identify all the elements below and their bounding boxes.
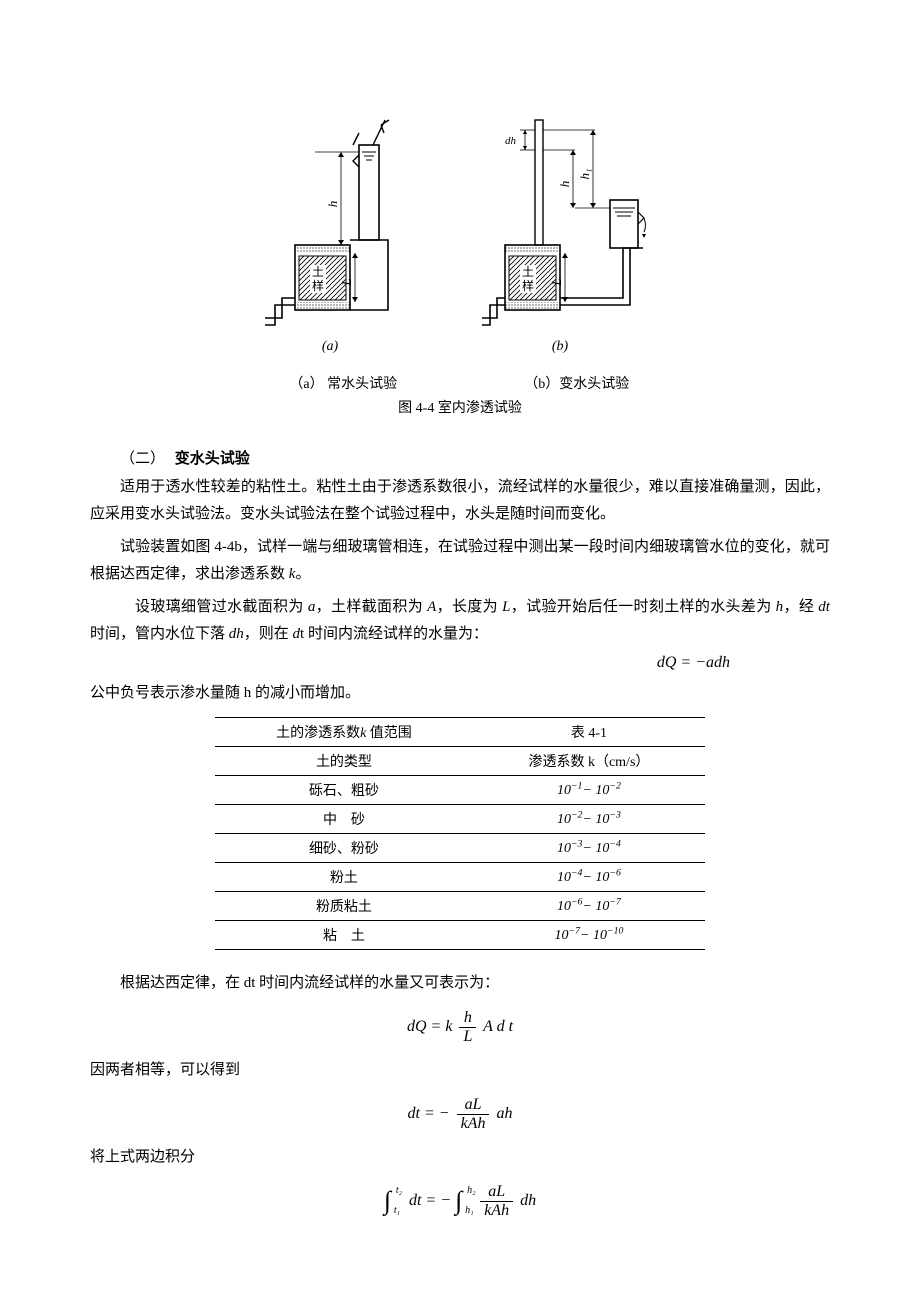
equation-1: dQ = −adh [90,654,830,672]
paragraph-1: 适用于透水性较差的粘性土。粘性土由于渗透系数很小，流经试样的水量很少，难以直接准… [90,474,830,528]
section-num: （二） [120,451,165,467]
svg-text:dh: dh [505,135,517,147]
page: 土 样 h L [0,0,920,1302]
section-title: 变水头试验 [175,451,250,467]
section-heading: （二） 变水头试验 [90,447,830,468]
paragraph-2: 试验装置如图 4-4b，试样一端与细玻璃管相连，在试验过程中测出某一段时间内细玻… [90,534,830,588]
table-row-type: 粘 土 [215,921,473,950]
table-header-left: 土的类型 [215,747,473,776]
permeability-diagram-svg: 土 样 h L [245,100,675,360]
table-title-right: 表 4-1 [473,718,705,747]
paragraph-7: 将上式两边积分 [90,1144,830,1171]
paragraph-4: 公中负号表示渗水量随 h 的减小而增加。 [90,680,830,707]
svg-text:h₁: h₁ [577,168,592,179]
diagram-a: 土 样 h L [265,120,389,354]
svg-text:样: 样 [522,278,534,293]
figure-caption: 图 4-4 室内渗透试验 [90,397,830,417]
svg-text:h: h [557,181,572,188]
equation-4: ∫t₂t₁ dt = − ∫h₂h₁ aLkAh dh [90,1183,830,1219]
equation-3: dt = − aLkAh ah [90,1096,830,1132]
svg-text:L: L [549,278,564,286]
table-row-range: 10−6− 10−7 [473,892,705,921]
table-row-range: 10−3− 10−4 [473,834,705,863]
paragraph-5: 根据达西定律，在 dt 时间内流经试样的水量又可表示为： [90,970,830,997]
table-row-type: 粉质粘土 [215,892,473,921]
paragraph-3: 设玻璃细管过水截面积为 a，土样截面积为 A，长度为 L，试验开始后任一时刻土样… [90,594,830,648]
table-row-type: 中 砂 [215,805,473,834]
table-title-left: 土的渗透系数k 值范围 [215,718,473,747]
table-row-type: 粉土 [215,863,473,892]
table-header-right: 渗透系数 k（cm/s） [473,747,705,776]
fig-sub-b: （b）变水头试验 [477,373,677,393]
diagram-b: 土 样 dh [482,120,646,354]
table-row-type: 细砂、粉砂 [215,834,473,863]
figure-4-4: 土 样 h L [90,100,830,417]
svg-text:(a): (a) [322,339,339,354]
equation-2: dQ = k hL A d t [90,1009,830,1045]
svg-text:L: L [339,278,354,286]
svg-text:h: h [325,201,340,208]
figure-sublabels: （a） 常水头试验 （b）变水头试验 [90,373,830,393]
table-row-range: 10−7− 10−10 [473,921,705,950]
paragraph-6: 因两者相等，可以得到 [90,1057,830,1084]
table-row-range: 10−2− 10−3 [473,805,705,834]
svg-text:土: 土 [312,265,324,279]
svg-text:样: 样 [312,278,324,293]
table-row-range: 10−1− 10−2 [473,776,705,805]
permeability-table: 土的渗透系数k 值范围 表 4-1 土的类型 渗透系数 k（cm/s） 砾石、粗… [215,717,705,950]
table-row-range: 10−4− 10−6 [473,863,705,892]
fig-sub-a: （a） 常水头试验 [243,373,443,393]
table-row-type: 砾石、粗砂 [215,776,473,805]
svg-text:(b): (b) [552,339,569,354]
svg-text:土: 土 [522,265,534,279]
